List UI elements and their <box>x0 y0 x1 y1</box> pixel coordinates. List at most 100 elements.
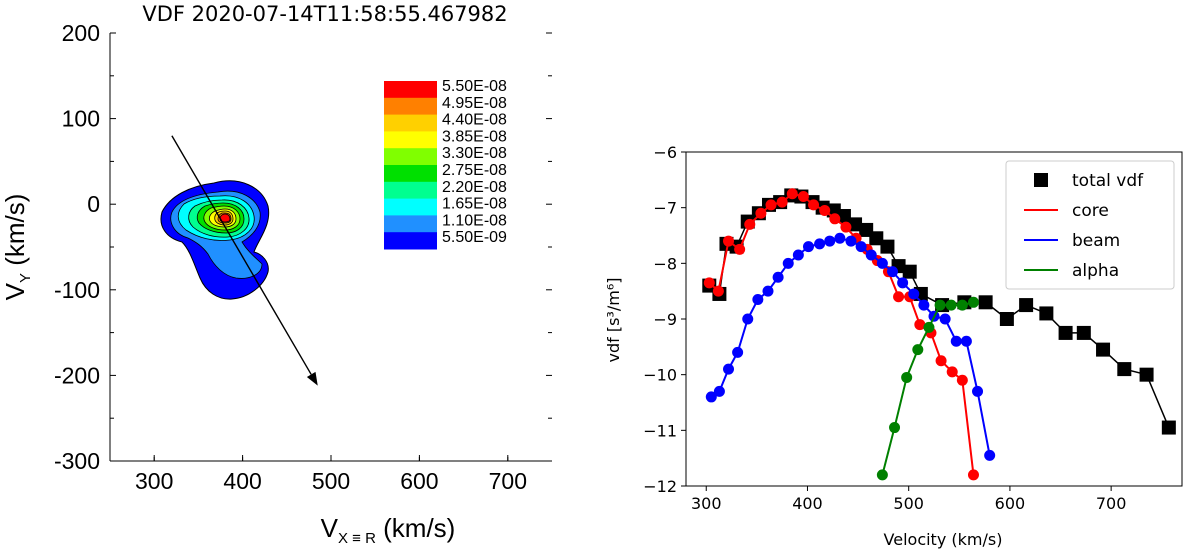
core-marker <box>967 469 979 481</box>
beam-marker <box>845 235 857 247</box>
core-marker <box>744 218 756 230</box>
contour-xlabel: VX ≡ R (km/s) <box>321 513 456 547</box>
colorbar-label: 5.50E-08 <box>442 78 507 95</box>
contour-xtick-label: 700 <box>489 468 527 494</box>
vdf-xlabel: Velocity (km/s) <box>884 530 1003 549</box>
legend-label: total vdf <box>1072 171 1144 191</box>
core-marker <box>797 191 809 203</box>
colorbar-swatch <box>384 97 437 116</box>
beam-marker <box>918 299 930 311</box>
alpha-marker <box>956 299 968 311</box>
contour-axes: 200 100 0 -100 -200 -300 300 400 500 600 700 <box>54 20 552 494</box>
core-marker <box>893 291 905 303</box>
beam-marker <box>772 271 784 283</box>
series-line-beam <box>710 237 991 456</box>
contour-ytick-label: -100 <box>54 277 100 303</box>
alpha-marker <box>912 344 924 356</box>
legend-label: beam <box>1072 231 1120 251</box>
contour-xtick-label: 500 <box>312 468 350 494</box>
colorbar-label: 2.75E-08 <box>442 162 507 179</box>
total-vdf-marker <box>880 239 895 254</box>
colorbar-swatch <box>384 81 437 99</box>
contour-panel: VDF 2020-07-14T11:58:55.467982 VY (km/s)… <box>0 2 552 547</box>
vdf-ytick-label: −7 <box>653 199 677 218</box>
beam-marker <box>732 346 744 358</box>
beam-marker <box>752 294 764 306</box>
core-marker <box>765 199 777 211</box>
alpha-marker <box>967 296 979 308</box>
beam-marker <box>713 385 725 397</box>
colorbar-swatch <box>384 232 437 250</box>
vdf-xtick-label: 400 <box>792 494 823 513</box>
core-marker <box>819 204 831 216</box>
core-marker <box>946 366 958 378</box>
total-vdf-marker <box>869 231 884 246</box>
beam-marker <box>886 266 898 278</box>
colorbar-label: 1.10E-08 <box>442 212 507 229</box>
vdf-ytick-label: −6 <box>653 143 677 162</box>
core-marker <box>755 207 767 219</box>
beam-marker <box>814 238 826 250</box>
total-vdf-marker <box>978 295 993 310</box>
core-marker <box>935 355 947 367</box>
contour-ytick-label: -200 <box>54 362 100 388</box>
alpha-marker <box>945 299 957 311</box>
beam-marker <box>950 335 962 347</box>
colorbar-swatch <box>384 114 437 132</box>
arrow-head <box>306 371 318 386</box>
beam-marker <box>855 241 867 253</box>
colorbar-label: 5.50E-09 <box>442 229 507 246</box>
beam-marker <box>792 249 804 261</box>
contour-ytick-label: 100 <box>62 106 100 132</box>
total-vdf-marker <box>1058 325 1073 340</box>
vdf-xtick-label: 300 <box>691 494 722 513</box>
contour-xtick-label: 600 <box>400 468 438 494</box>
vdf-legend: total vdf core beam alpha <box>1005 160 1175 290</box>
colorbar-label: 4.40E-08 <box>442 112 507 129</box>
contour-xtick-label: 300 <box>135 468 173 494</box>
total-vdf-marker <box>902 264 917 279</box>
colorbar-swatch <box>384 181 437 200</box>
colorbar-swatch <box>384 148 437 166</box>
core-marker <box>914 319 926 331</box>
alpha-marker <box>889 422 901 434</box>
core-marker <box>712 285 724 297</box>
total-vdf-marker <box>999 312 1014 326</box>
total-vdf-marker <box>1076 325 1091 340</box>
colorbar-label: 2.20E-08 <box>442 179 507 196</box>
total-vdf-marker <box>1139 367 1154 382</box>
total-vdf-marker <box>1096 342 1111 357</box>
beam-marker <box>908 288 920 300</box>
total-vdf-marker <box>1161 420 1176 435</box>
contour-xtick-label: 400 <box>223 468 261 494</box>
vdf-xtick-label: 600 <box>995 494 1026 513</box>
core-marker <box>723 235 735 247</box>
contour-ytick-label: -300 <box>54 448 100 474</box>
beam-marker <box>834 232 846 244</box>
legend-marker-total-vdf <box>1034 173 1048 187</box>
core-marker <box>808 199 820 211</box>
contour-title: VDF 2020-07-14T11:58:55.467982 <box>142 2 507 26</box>
beam-marker <box>972 385 984 397</box>
vdf-ytick-label: −10 <box>643 366 677 385</box>
vdf-axes: −6 −7 −8 −9 −10 −11 −12 300 400 500 600 700 <box>643 143 1126 513</box>
beam-marker <box>876 257 888 269</box>
vdf-series <box>702 188 1176 481</box>
contour-peak <box>219 213 231 223</box>
vdf-ytick-label: −9 <box>653 310 677 329</box>
total-vdf-marker <box>1019 298 1034 313</box>
legend-label: core <box>1072 201 1109 221</box>
core-marker <box>840 221 852 233</box>
core-marker <box>703 277 715 289</box>
colorbar-label: 3.85E-08 <box>442 128 507 145</box>
colorbar-swatch <box>384 165 437 183</box>
beam-marker <box>824 235 836 247</box>
legend-label: alpha <box>1072 261 1119 281</box>
core-marker <box>786 188 798 200</box>
colorbar-swatch <box>384 131 437 149</box>
vdf-ytick-label: −8 <box>653 254 677 273</box>
total-vdf-marker <box>848 217 863 232</box>
total-vdf-marker <box>1039 306 1054 321</box>
beam-marker <box>960 335 972 347</box>
